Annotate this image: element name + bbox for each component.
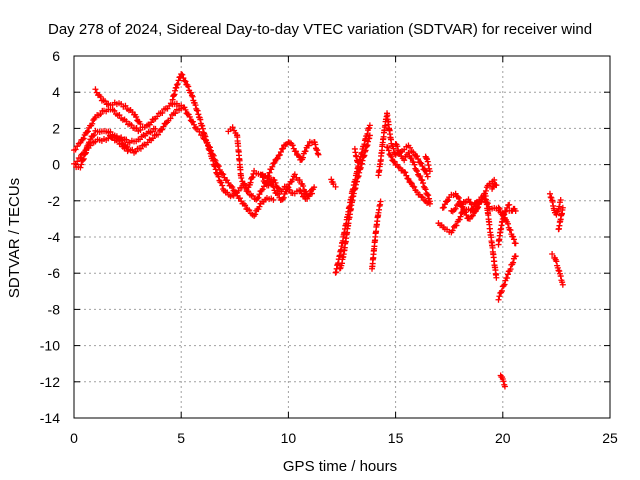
- x-tick-label: 15: [388, 430, 404, 446]
- y-tick-label: 2: [52, 120, 60, 136]
- x-tick-label: 25: [602, 430, 618, 446]
- y-tick-label: -4: [48, 229, 61, 245]
- chart-background: [0, 0, 640, 480]
- x-tick-label: 0: [70, 430, 78, 446]
- x-axis-label: GPS time / hours: [283, 458, 397, 475]
- y-tick-label: -12: [40, 374, 60, 390]
- y-tick-label: -14: [40, 410, 60, 426]
- y-tick-label: 6: [52, 48, 60, 64]
- y-tick-label: 4: [52, 84, 60, 100]
- y-tick-label: -2: [48, 193, 61, 209]
- y-tick-label: -10: [40, 338, 60, 354]
- y-tick-label: 0: [52, 157, 60, 173]
- x-tick-label: 20: [495, 430, 511, 446]
- x-tick-label: 10: [281, 430, 297, 446]
- y-tick-label: -8: [48, 301, 61, 317]
- y-tick-label: -6: [48, 265, 61, 281]
- y-axis-label: SDTVAR / TECUs: [6, 178, 23, 298]
- chart-title: Day 278 of 2024, Sidereal Day-to-day VTE…: [48, 21, 592, 38]
- x-tick-label: 5: [177, 430, 185, 446]
- chart: 0 5 10 15 20 256420-2-4-6-8-10-12-14 Day 278 …: [0, 0, 640, 480]
